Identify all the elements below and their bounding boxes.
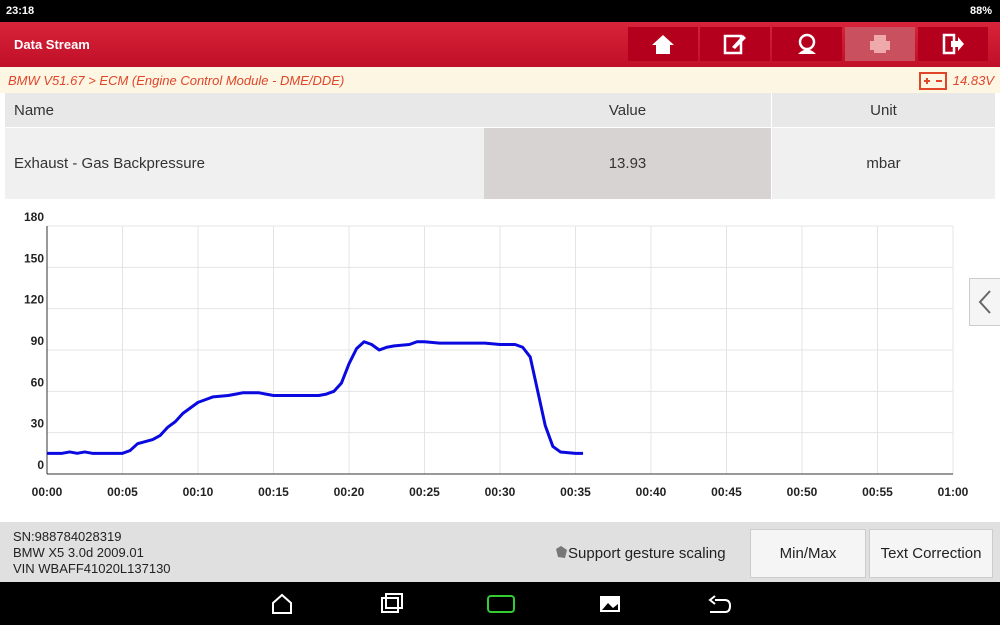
column-header: Value: [484, 93, 771, 127]
x-tick-label: 00:20: [334, 485, 365, 499]
voltage: 14.83V: [952, 73, 994, 88]
data-line: [47, 340, 584, 455]
battery: 88%: [969, 5, 992, 17]
x-tick-label: 00:45: [711, 485, 742, 499]
breadcrumb-bar: BMW V51.67 > ECM (Engine Control Module …: [0, 67, 1000, 93]
home-icon: [652, 35, 674, 54]
gesture-hint: Support gesture scaling: [568, 545, 726, 562]
vehicle: BMW X5 3.0d 2009.01: [13, 545, 144, 560]
y-tick-label: 180: [24, 210, 44, 224]
x-tick-label: 00:35: [560, 485, 591, 499]
exit-button[interactable]: [918, 27, 988, 61]
y-tick-label: 150: [24, 251, 44, 265]
x-tick-label: 00:55: [862, 485, 893, 499]
nav-icons: [272, 593, 732, 614]
table-cell[interactable]: Exhaust - Gas Backpressure: [5, 128, 484, 199]
x-tick-label: 00:00: [32, 485, 63, 499]
time: 23:18: [6, 5, 35, 17]
print-icon: [870, 35, 890, 53]
chart: 0 30 60 90 120 150 180 00:00 00:05 00:10 00:15 00:2…: [24, 210, 969, 499]
serial: SN:988784028319: [13, 529, 122, 544]
x-tick-label: 00:15: [258, 485, 289, 499]
x-tick-label: 01:00: [938, 485, 969, 499]
exit-icon: [942, 33, 964, 55]
support-button[interactable]: [772, 27, 842, 61]
x-tick-label: 00:30: [485, 485, 516, 499]
column-header: Unit: [772, 93, 995, 127]
text-correction-button[interactable]: Text Correction: [869, 529, 993, 578]
side-panel-toggle[interactable]: [969, 278, 1000, 326]
print-button[interactable]: [845, 27, 915, 61]
battery-icon: [919, 72, 947, 90]
x-tick-label: 00:25: [409, 485, 440, 499]
x-tick-label: 00:50: [787, 485, 818, 499]
home-button[interactable]: [628, 27, 698, 61]
nav-bar: [0, 582, 1000, 625]
y-tick-label: 90: [31, 334, 45, 348]
chevron: [978, 290, 991, 314]
header-title: Data Stream: [14, 37, 90, 52]
x-tick-label: 00:40: [636, 485, 667, 499]
y-tick-label: 0: [37, 458, 44, 472]
vin: VIN WBAFF41020L137130: [13, 561, 171, 576]
footer: SN:988784028319 BMW X5 3.0d 2009.01 VIN …: [0, 522, 1000, 582]
min-max-button[interactable]: Min/Max: [750, 529, 866, 578]
column-header: Name: [5, 93, 484, 127]
gesture-icon: [556, 546, 567, 558]
breadcrumb: BMW V51.67 > ECM (Engine Control Module …: [8, 73, 345, 88]
y-tick-label: 30: [31, 417, 45, 431]
table-cell: mbar: [772, 128, 995, 199]
status-bar: 23:18 88%: [0, 0, 1000, 22]
edit-button[interactable]: [700, 27, 770, 61]
table-cell: 13.93: [484, 128, 771, 199]
x-tick-label: 00:10: [183, 485, 214, 499]
edit-icon: [723, 34, 746, 55]
support-icon: [798, 33, 816, 54]
y-tick-label: 60: [31, 375, 45, 389]
x-tick-label: 00:05: [107, 485, 138, 499]
vehicle-info: SN:988784028319 BMW X5 3.0d 2009.01 VIN …: [13, 529, 171, 577]
y-tick-label: 120: [24, 293, 44, 307]
